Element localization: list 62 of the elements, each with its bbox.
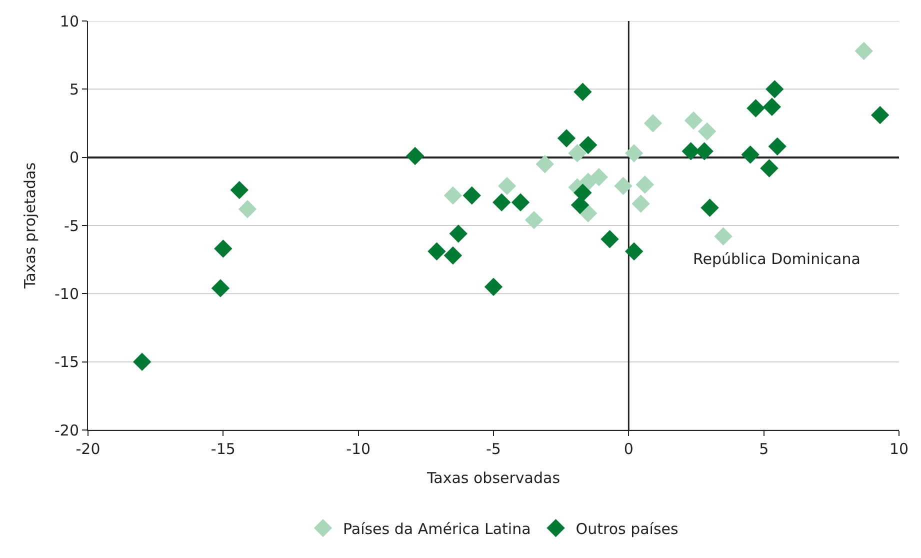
- x-tick-label: 10: [889, 440, 909, 458]
- annotation: República Dominicana: [693, 250, 860, 268]
- point: [238, 200, 257, 218]
- y-tick-label: -20: [54, 421, 79, 440]
- point: [746, 99, 765, 118]
- point: [484, 278, 503, 296]
- point: [636, 176, 654, 194]
- point: [600, 230, 619, 248]
- point: [570, 196, 590, 214]
- point: [644, 114, 662, 132]
- point: [498, 176, 516, 196]
- point: [624, 144, 644, 162]
- point: [614, 176, 632, 196]
- point: [768, 137, 786, 156]
- x-tick-label: -5: [486, 440, 501, 458]
- point: [536, 155, 554, 174]
- point: [762, 98, 782, 116]
- x-tick-label: -15: [210, 440, 236, 458]
- point: [870, 106, 890, 124]
- point: [574, 184, 592, 202]
- point: [700, 198, 719, 217]
- point: [132, 352, 152, 371]
- point: [492, 193, 511, 212]
- point: [590, 168, 608, 186]
- point: [760, 159, 778, 178]
- point: [214, 240, 232, 258]
- point: [406, 146, 424, 166]
- legend-label: Países da América Latina: [343, 520, 531, 538]
- point: [741, 146, 760, 164]
- point: [211, 279, 230, 298]
- point: [574, 82, 592, 101]
- point: [428, 242, 446, 260]
- point: [444, 186, 462, 205]
- point: [462, 186, 481, 205]
- point: [568, 144, 586, 162]
- y-tick-label: -5: [64, 216, 79, 235]
- point: [698, 122, 716, 141]
- point: [511, 193, 530, 212]
- point: [632, 194, 650, 213]
- x-tick-label: -10: [346, 440, 371, 458]
- y-tick-label: -10: [54, 284, 79, 303]
- point: [449, 224, 468, 243]
- point: [854, 42, 873, 60]
- point: [624, 242, 644, 260]
- point: [766, 80, 784, 98]
- y-tick-label: 5: [69, 80, 79, 98]
- legend-label: Outros países: [576, 520, 678, 538]
- y-tick-label: 0: [69, 148, 79, 167]
- point: [684, 111, 703, 130]
- point: [230, 180, 248, 200]
- x-tick-label: 0: [624, 440, 634, 458]
- point: [444, 246, 462, 265]
- point: [714, 227, 732, 246]
- point: [682, 142, 700, 160]
- point: [524, 210, 544, 230]
- point: [579, 136, 598, 154]
- x-axis-title: Taxas observadas: [426, 469, 560, 487]
- y-tick-label: 10: [60, 12, 79, 30]
- x-tick-label: 5: [759, 440, 769, 458]
- point: [557, 129, 576, 148]
- y-tick-label: -15: [54, 353, 79, 372]
- y-axis-title: Taxas projetadas: [20, 162, 39, 290]
